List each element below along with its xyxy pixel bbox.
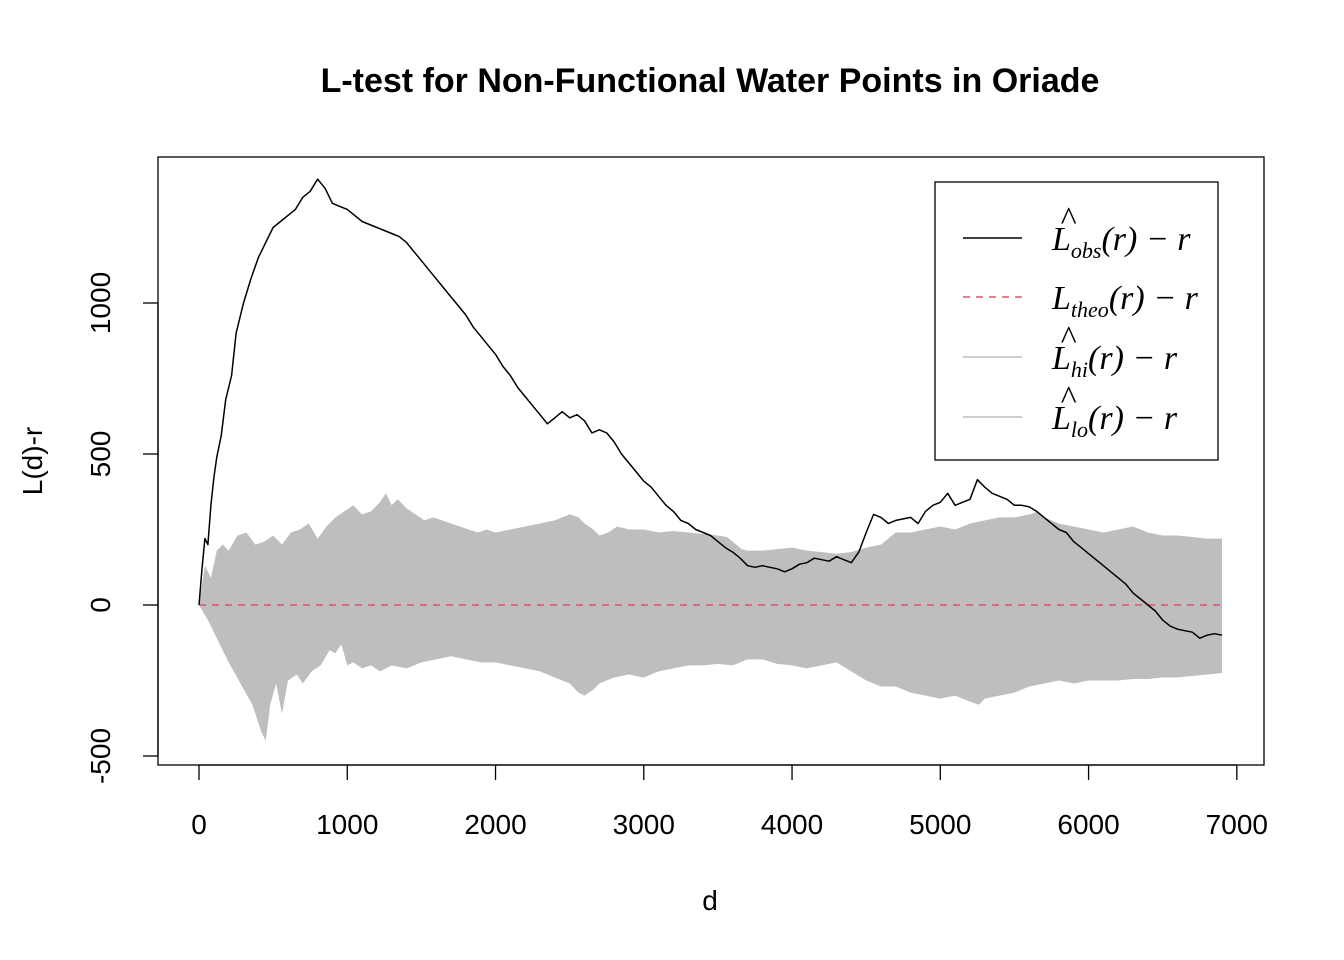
x-tick-label: 6000 [1057, 809, 1119, 840]
legend-label-obs: Lobs(r) − r [1051, 221, 1191, 263]
obs-line [198, 178, 1223, 639]
legend-label-lo: Llo(r) − r [1051, 400, 1178, 442]
chart-title: L-test for Non-Functional Water Points i… [321, 62, 1100, 100]
y-tick-label: 0 [85, 597, 116, 613]
x-tick-label: 4000 [761, 809, 823, 840]
legend-hat-obs: ^ [1060, 201, 1077, 238]
legend-hat-lo: ^ [1060, 380, 1077, 417]
legend-box [934, 181, 1219, 461]
x-tick-label: 1000 [316, 809, 378, 840]
y-axis: -500 0 500 1000 [85, 272, 159, 784]
y-tick-label: -500 [85, 728, 116, 784]
plot-data-layer [198, 178, 1223, 741]
legend-hat-hi: ^ [1060, 320, 1077, 357]
x-tick-label: 2000 [464, 809, 526, 840]
x-tick-label: 0 [191, 809, 207, 840]
x-tick-label: 3000 [613, 809, 675, 840]
legend-label-theo: Ltheo(r) − r [1051, 280, 1199, 322]
x-tick-label: 5000 [909, 809, 971, 840]
y-tick-label: 500 [85, 431, 116, 478]
y-tick-label: 1000 [85, 272, 116, 334]
envelope-band [199, 493, 1222, 741]
y-axis-label: L(d)-r [17, 427, 48, 495]
legend-label-hi: Lhi(r) − r [1051, 340, 1178, 382]
x-axis: 0 1000 2000 3000 4000 5000 6000 7000 [191, 764, 1268, 840]
x-tick-label: 7000 [1206, 809, 1268, 840]
x-axis-label: d [702, 885, 718, 916]
